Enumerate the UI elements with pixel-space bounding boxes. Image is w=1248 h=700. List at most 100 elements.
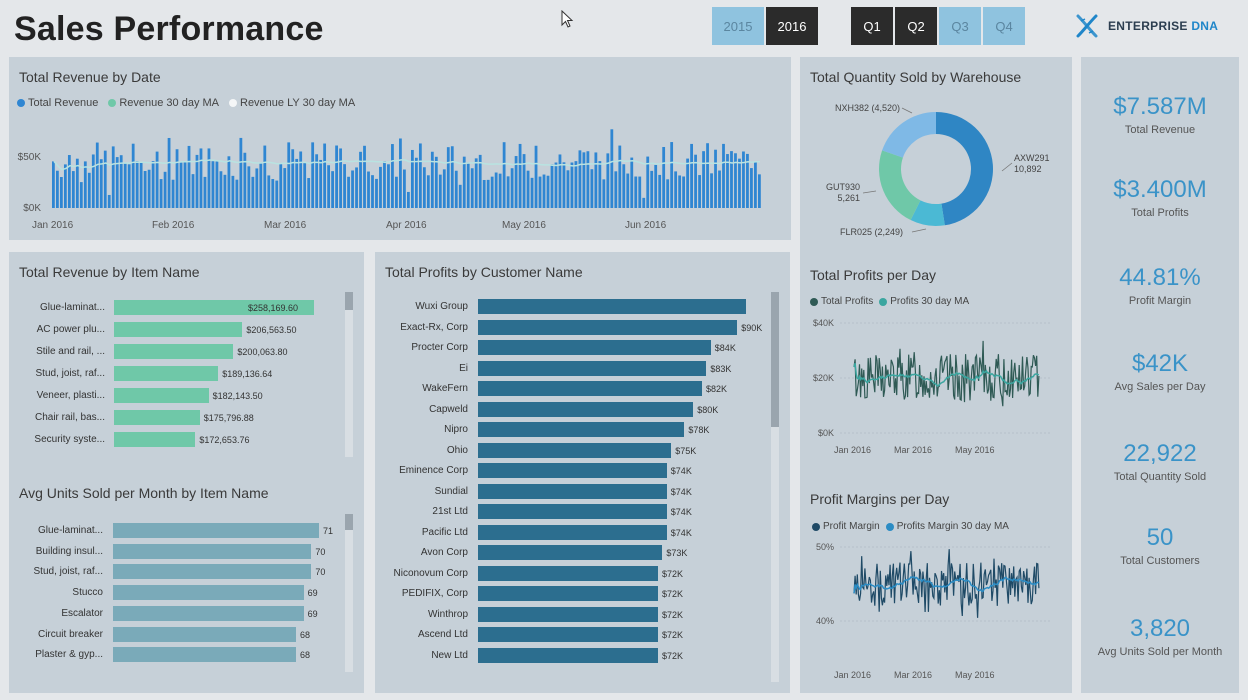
- revenue-bar[interactable]: [52, 161, 55, 208]
- revenue-bar[interactable]: [191, 174, 195, 208]
- bar[interactable]: [113, 543, 312, 559]
- revenue-bar[interactable]: [55, 170, 59, 208]
- revenue-bar[interactable]: [634, 176, 638, 208]
- revenue-bar[interactable]: [750, 168, 753, 208]
- bar[interactable]: [478, 627, 658, 642]
- units-row[interactable]: Building insul... 70: [9, 543, 349, 560]
- revenue-bar[interactable]: [530, 177, 534, 208]
- revenue-bar[interactable]: [367, 171, 370, 208]
- units-row[interactable]: Plaster & gyp... 68: [9, 647, 349, 663]
- revenue-bar[interactable]: [630, 157, 634, 208]
- revenue-bar[interactable]: [534, 145, 538, 208]
- quarter-q1-button[interactable]: Q1: [851, 7, 893, 45]
- revenue-bar[interactable]: [147, 169, 151, 208]
- revenue-bar[interactable]: [211, 161, 215, 208]
- revenue-bar[interactable]: [155, 151, 159, 208]
- bar[interactable]: [478, 319, 738, 335]
- revenue-bar[interactable]: [510, 168, 514, 208]
- customer-row[interactable]: Ascend Ltd $72K: [375, 627, 765, 643]
- bar[interactable]: [478, 299, 746, 314]
- revenue-bar[interactable]: [478, 154, 482, 208]
- revenue-bar[interactable]: [387, 164, 390, 208]
- revenue-bar[interactable]: [562, 162, 566, 208]
- revenue-bar[interactable]: [702, 151, 705, 208]
- revenue-bar[interactable]: [307, 178, 311, 208]
- revenue-bar[interactable]: [474, 158, 478, 208]
- revenue-bar[interactable]: [722, 143, 725, 208]
- revenue-bar[interactable]: [454, 170, 458, 208]
- revenue-bar[interactable]: [754, 162, 757, 208]
- revenue-bar[interactable]: [686, 158, 689, 208]
- revenue-bar[interactable]: [135, 161, 139, 208]
- revenue-bar[interactable]: [395, 176, 398, 208]
- revenue-bar[interactable]: [275, 180, 279, 208]
- revenue-bar[interactable]: [347, 176, 350, 208]
- customer-row[interactable]: 21st Ltd $74K: [375, 504, 765, 520]
- revenue-bar[interactable]: [403, 169, 406, 208]
- revenue-bar[interactable]: [59, 177, 63, 208]
- bar[interactable]: [478, 463, 667, 478]
- revenue-bar[interactable]: [159, 179, 163, 208]
- revenue-bar[interactable]: [558, 154, 562, 208]
- revenue-bar[interactable]: [383, 161, 386, 208]
- revenue-bar[interactable]: [710, 173, 713, 208]
- revenue-bar[interactable]: [426, 175, 430, 208]
- units-scrollbar[interactable]: [345, 514, 353, 672]
- bar[interactable]: [113, 626, 296, 642]
- revenue-bar[interactable]: [746, 153, 749, 208]
- year-2015-button[interactable]: 2015: [712, 7, 764, 45]
- revenue-bar[interactable]: [670, 142, 674, 208]
- bar[interactable]: [114, 300, 314, 315]
- revenue-bar[interactable]: [458, 184, 462, 208]
- bar[interactable]: [114, 388, 209, 403]
- revenue-bar[interactable]: [291, 149, 295, 208]
- revenue-bar[interactable]: [267, 175, 271, 208]
- customer-row[interactable]: Avon Corp $73K: [375, 545, 765, 561]
- revenue-bar[interactable]: [574, 161, 578, 208]
- revenue-bar[interactable]: [690, 143, 693, 208]
- revenue-bar[interactable]: [490, 176, 494, 208]
- revenue-bar[interactable]: [295, 158, 299, 208]
- revenue-bar[interactable]: [279, 164, 283, 208]
- revenue-bar[interactable]: [538, 176, 542, 208]
- revenue-bar[interactable]: [107, 194, 111, 208]
- revenue-bar[interactable]: [231, 175, 235, 208]
- customer-row[interactable]: New Ltd $72K: [375, 647, 765, 664]
- customer-row[interactable]: Nipro $78K: [375, 422, 765, 438]
- item-revenue-row[interactable]: Stud, joist, raf... $189,136.64: [9, 366, 349, 382]
- revenue-bar[interactable]: [139, 162, 143, 208]
- customer-row[interactable]: Niconovum Corp $72K: [375, 565, 765, 582]
- customer-row[interactable]: WakeFern $82K: [375, 381, 765, 397]
- revenue-bar[interactable]: [514, 156, 518, 208]
- revenue-bar[interactable]: [95, 142, 99, 208]
- revenue-bar[interactable]: [323, 143, 327, 208]
- scrollbar-thumb[interactable]: [345, 514, 353, 530]
- revenue-bar[interactable]: [103, 150, 107, 208]
- revenue-bar[interactable]: [418, 143, 422, 208]
- revenue-bar[interactable]: [255, 168, 259, 208]
- revenue-bar[interactable]: [654, 164, 658, 208]
- revenue-bar[interactable]: [470, 168, 474, 208]
- customer-row[interactable]: Ei $83K: [375, 360, 765, 377]
- revenue-bar[interactable]: [287, 142, 291, 208]
- revenue-bar[interactable]: [610, 129, 614, 208]
- revenue-bar[interactable]: [315, 154, 319, 208]
- bar[interactable]: [478, 524, 667, 540]
- revenue-bar[interactable]: [143, 171, 147, 208]
- item-revenue-row[interactable]: Chair rail, bas... $175,796.88: [9, 410, 349, 426]
- revenue-bar[interactable]: [614, 171, 618, 208]
- revenue-bar[interactable]: [391, 144, 394, 208]
- units-row[interactable]: Escalator 69: [9, 605, 349, 622]
- revenue-bar[interactable]: [187, 145, 191, 208]
- revenue-bar[interactable]: [486, 179, 490, 208]
- revenue-bar[interactable]: [115, 157, 119, 208]
- revenue-bar[interactable]: [674, 171, 678, 208]
- bar[interactable]: [114, 344, 234, 359]
- revenue-bar[interactable]: [283, 168, 287, 208]
- bar[interactable]: [114, 322, 243, 337]
- revenue-bar[interactable]: [522, 154, 526, 208]
- revenue-bar[interactable]: [123, 162, 127, 208]
- revenue-bar[interactable]: [590, 169, 594, 208]
- revenue-bar[interactable]: [626, 173, 630, 208]
- revenue-bar[interactable]: [207, 148, 211, 208]
